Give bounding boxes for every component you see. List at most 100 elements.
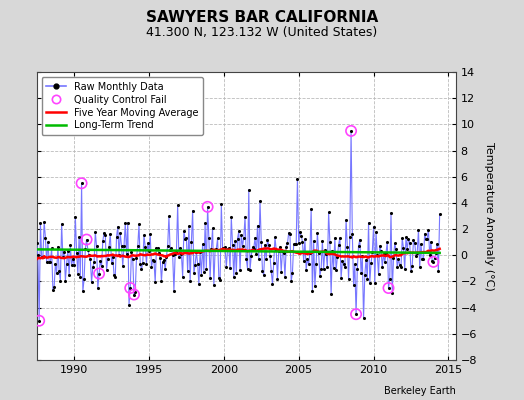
Point <box>413 250 421 256</box>
Point <box>424 226 433 233</box>
Point <box>91 229 100 236</box>
Point <box>86 256 94 262</box>
Point <box>209 225 217 231</box>
Point <box>46 259 54 265</box>
Point <box>72 250 81 256</box>
Point <box>241 214 249 220</box>
Point <box>305 250 314 256</box>
Text: SAWYERS BAR CALIFORNIA: SAWYERS BAR CALIFORNIA <box>146 10 378 25</box>
Point <box>283 240 292 246</box>
Legend: Raw Monthly Data, Quality Control Fail, Five Year Moving Average, Long-Term Tren: Raw Monthly Data, Quality Control Fail, … <box>41 77 203 135</box>
Point <box>238 243 247 249</box>
Point <box>378 264 387 270</box>
Point <box>42 259 51 265</box>
Point <box>379 250 388 257</box>
Point <box>342 217 350 223</box>
Point <box>144 240 152 246</box>
Point <box>251 235 259 241</box>
Point <box>215 275 223 281</box>
Point <box>326 239 334 245</box>
Point <box>122 251 130 257</box>
Point <box>285 230 293 236</box>
Point <box>62 260 71 267</box>
Point <box>186 278 194 284</box>
Point <box>307 206 315 212</box>
Point <box>370 280 379 286</box>
Point <box>147 264 156 270</box>
Point <box>138 260 147 266</box>
Point <box>180 228 188 234</box>
Point <box>422 236 430 242</box>
Point <box>124 219 132 226</box>
Point <box>403 246 411 252</box>
Point <box>233 235 242 242</box>
Point <box>343 244 352 250</box>
Point <box>387 210 395 216</box>
Point <box>70 262 78 268</box>
Point <box>383 239 391 245</box>
Point <box>274 276 282 282</box>
Point <box>202 266 211 272</box>
Point <box>352 311 361 317</box>
Point <box>318 238 326 244</box>
Point <box>390 240 399 247</box>
Point <box>230 274 238 280</box>
Point <box>152 244 161 251</box>
Point <box>172 249 181 256</box>
Point <box>196 249 204 256</box>
Point <box>193 260 202 267</box>
Point <box>60 248 68 255</box>
Point <box>372 229 380 235</box>
Point <box>435 211 444 217</box>
Point <box>361 272 369 278</box>
Point <box>237 232 245 238</box>
Point <box>281 274 289 280</box>
Point <box>96 258 104 264</box>
Point <box>100 230 108 236</box>
Point <box>353 266 362 272</box>
Point <box>116 230 125 237</box>
Point <box>398 235 407 242</box>
Point <box>195 281 203 287</box>
Point <box>330 264 338 271</box>
Point <box>177 251 185 258</box>
Point <box>36 220 45 226</box>
Point <box>354 243 363 249</box>
Point <box>78 180 86 186</box>
Point <box>92 243 101 250</box>
Point <box>308 288 316 294</box>
Point <box>71 213 80 220</box>
Point <box>253 222 261 229</box>
Point <box>61 278 70 284</box>
Point <box>111 274 119 280</box>
Point <box>66 242 74 249</box>
Point <box>126 285 135 291</box>
Point <box>112 234 121 240</box>
Point <box>179 273 187 280</box>
Point <box>334 242 343 248</box>
Point <box>176 244 184 251</box>
Point <box>350 281 358 288</box>
Point <box>187 239 195 245</box>
Point <box>167 245 176 252</box>
Point <box>115 252 123 258</box>
Point <box>321 247 329 254</box>
Point <box>267 268 276 274</box>
Point <box>256 198 264 204</box>
Point <box>389 255 398 261</box>
Point <box>162 254 171 260</box>
Point <box>181 236 189 242</box>
Point <box>48 245 56 251</box>
Point <box>79 288 87 295</box>
Point <box>420 230 429 237</box>
Point <box>405 236 413 242</box>
Point <box>143 260 151 267</box>
Point <box>160 257 168 264</box>
Point <box>300 257 308 264</box>
Point <box>327 291 335 298</box>
Point <box>192 248 201 255</box>
Point <box>374 271 383 277</box>
Point <box>314 250 323 256</box>
Point <box>82 236 91 243</box>
Point <box>163 242 172 249</box>
